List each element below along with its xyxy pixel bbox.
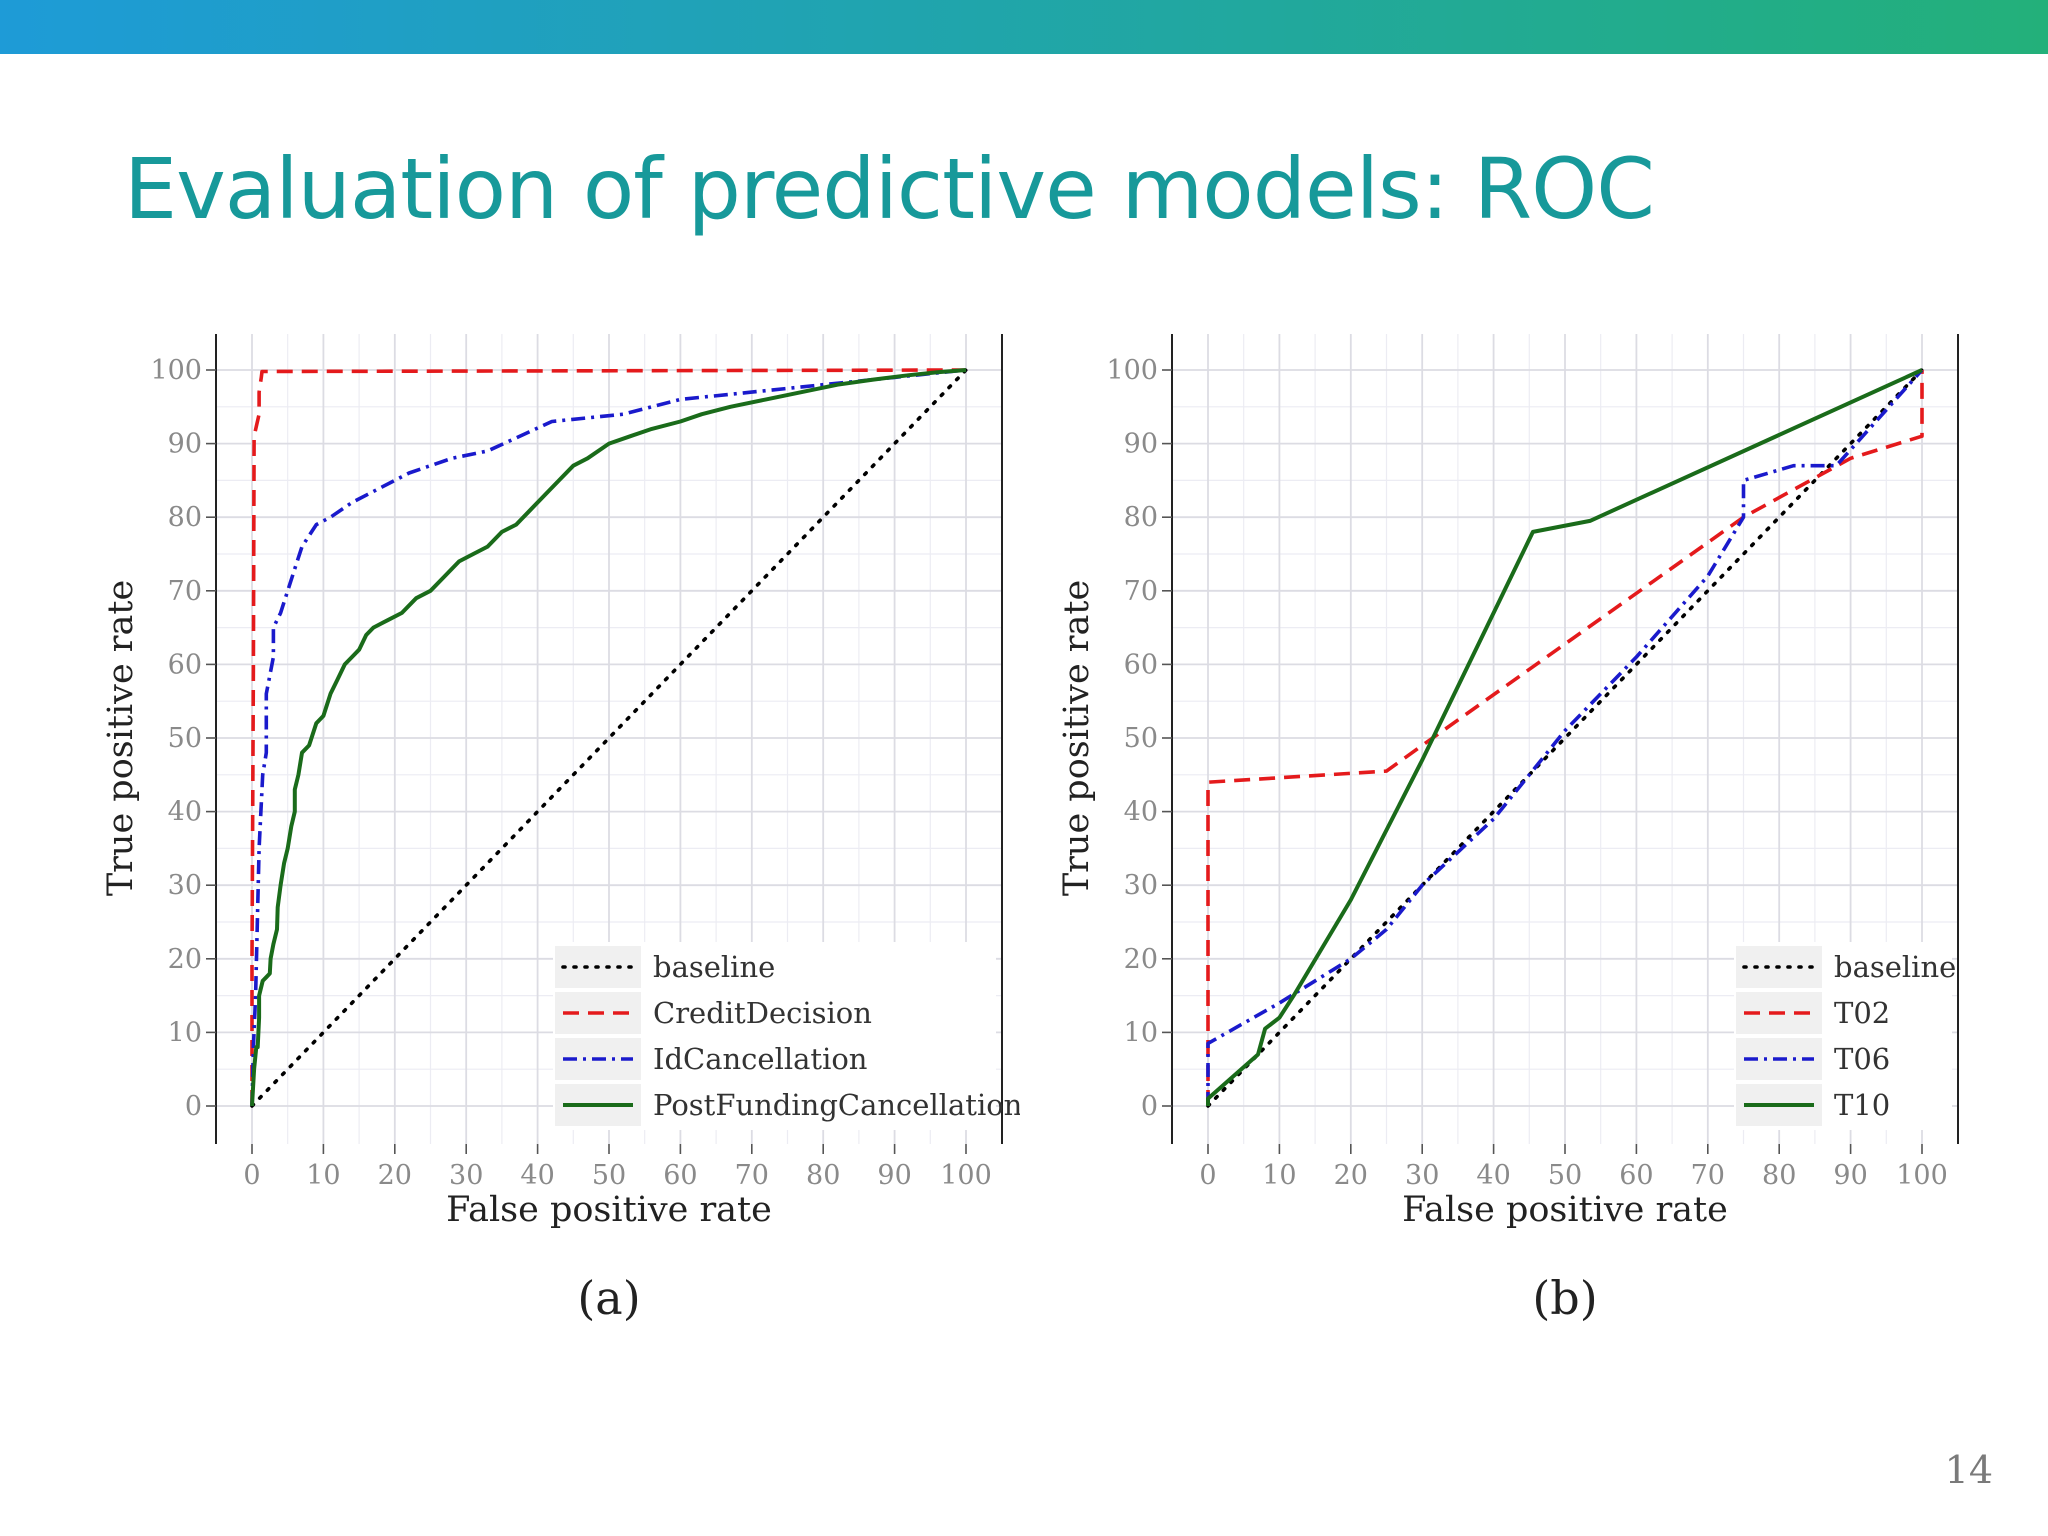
roc-chart-a: 0 10 20 30 40 50 60 70 80 90 100 0 10 20 30 40 50 60 70 80 9… bbox=[101, 334, 1020, 1325]
x-tick-label: 60 bbox=[663, 1160, 697, 1191]
y-tick-label: 10 bbox=[168, 1017, 202, 1048]
y-tick-label: 20 bbox=[1124, 944, 1158, 975]
y-tick-label: 60 bbox=[168, 649, 202, 680]
y-axis-title: True positive rate bbox=[101, 580, 141, 896]
series-line-t06 bbox=[1206, 368, 1924, 1106]
x-tick-label: 30 bbox=[1405, 1160, 1439, 1191]
y-tick-label: 10 bbox=[1124, 1017, 1158, 1048]
x-tick-label: 100 bbox=[940, 1160, 992, 1191]
page-number: 14 bbox=[1944, 1448, 1993, 1492]
panel-label-b: (b) bbox=[1532, 1271, 1597, 1325]
y-tick-label: 50 bbox=[1124, 723, 1158, 754]
x-tick-label: 90 bbox=[877, 1160, 911, 1191]
x-tick-label: 20 bbox=[378, 1160, 412, 1191]
y-tick-label: 60 bbox=[1124, 649, 1158, 680]
x-tick-label: 10 bbox=[306, 1160, 340, 1191]
series-line-creditdecision bbox=[250, 368, 967, 1106]
x-tick-label: 60 bbox=[1619, 1160, 1653, 1191]
x-tick-label: 30 bbox=[449, 1160, 483, 1191]
y-tick-label: 40 bbox=[1124, 797, 1158, 828]
y-tick-label: 40 bbox=[168, 797, 202, 828]
x-tick-label: 90 bbox=[1833, 1160, 1867, 1191]
legend: baseline CreditDecision IdCancellation Post… bbox=[553, 942, 1020, 1130]
roc-chart-b: 0 10 20 30 40 50 60 70 80 90 100 0 10 20 30 40 50 60 70 80 9… bbox=[1057, 334, 1959, 1325]
legend-label: CreditDecision bbox=[653, 996, 872, 1030]
legend-label: T06 bbox=[1834, 1042, 1890, 1076]
x-tick-label: 20 bbox=[1334, 1160, 1368, 1191]
x-axis-title: False positive rate bbox=[1402, 1190, 1728, 1230]
y-tick-label: 20 bbox=[168, 944, 202, 975]
x-axis-title: False positive rate bbox=[446, 1190, 772, 1230]
y-tick-label: 80 bbox=[168, 502, 202, 533]
x-tick-label: 50 bbox=[592, 1160, 626, 1191]
legend-label: T02 bbox=[1834, 996, 1890, 1030]
y-axis-title: True positive rate bbox=[1057, 580, 1097, 896]
x-tick-label: 40 bbox=[1476, 1160, 1510, 1191]
y-tick-label: 0 bbox=[1141, 1091, 1158, 1122]
y-tick-label: 90 bbox=[1124, 429, 1158, 460]
x-tick-label: 100 bbox=[1896, 1160, 1948, 1191]
x-tick-label: 40 bbox=[520, 1160, 554, 1191]
legend-label: PostFundingCancellation bbox=[653, 1088, 1020, 1122]
y-tick-label: 50 bbox=[168, 723, 202, 754]
legend-label: T10 bbox=[1834, 1088, 1890, 1122]
y-tick-label: 70 bbox=[1124, 576, 1158, 607]
series-line-postfundingcancellation bbox=[250, 368, 967, 1107]
y-tick-label: 80 bbox=[1124, 502, 1158, 533]
x-tick-label: 50 bbox=[1548, 1160, 1582, 1191]
major-grid bbox=[1172, 334, 1958, 1144]
y-tick-label: 30 bbox=[168, 870, 202, 901]
y-tick-label: 90 bbox=[168, 429, 202, 460]
x-tick-label: 70 bbox=[1691, 1160, 1725, 1191]
legend: baseline T02 T06 T10 bbox=[1734, 942, 1956, 1130]
slide-title: Evaluation of predictive models: ROC bbox=[124, 140, 1655, 238]
series-line-t02 bbox=[1206, 370, 1924, 1106]
header-gradient-bar bbox=[0, 0, 2048, 54]
legend-label: IdCancellation bbox=[653, 1042, 867, 1076]
x-tick-label: 0 bbox=[1199, 1160, 1216, 1191]
y-tick-label: 30 bbox=[1124, 870, 1158, 901]
series-line-idcancellation bbox=[250, 368, 967, 1107]
x-tick-label: 70 bbox=[735, 1160, 769, 1191]
legend-label: baseline bbox=[1834, 950, 1956, 984]
y-tick-label: 70 bbox=[168, 576, 202, 607]
x-tick-label: 0 bbox=[243, 1160, 260, 1191]
y-tick-label: 100 bbox=[150, 355, 202, 386]
x-tick-label: 10 bbox=[1262, 1160, 1296, 1191]
y-tick-label: 0 bbox=[185, 1091, 202, 1122]
x-tick-label: 80 bbox=[806, 1160, 840, 1191]
series-line-t10 bbox=[1206, 368, 1923, 1106]
legend-label: baseline bbox=[653, 950, 775, 984]
y-tick-label: 100 bbox=[1106, 355, 1158, 386]
panel-label-a: (a) bbox=[577, 1271, 640, 1325]
x-tick-label: 80 bbox=[1762, 1160, 1796, 1191]
